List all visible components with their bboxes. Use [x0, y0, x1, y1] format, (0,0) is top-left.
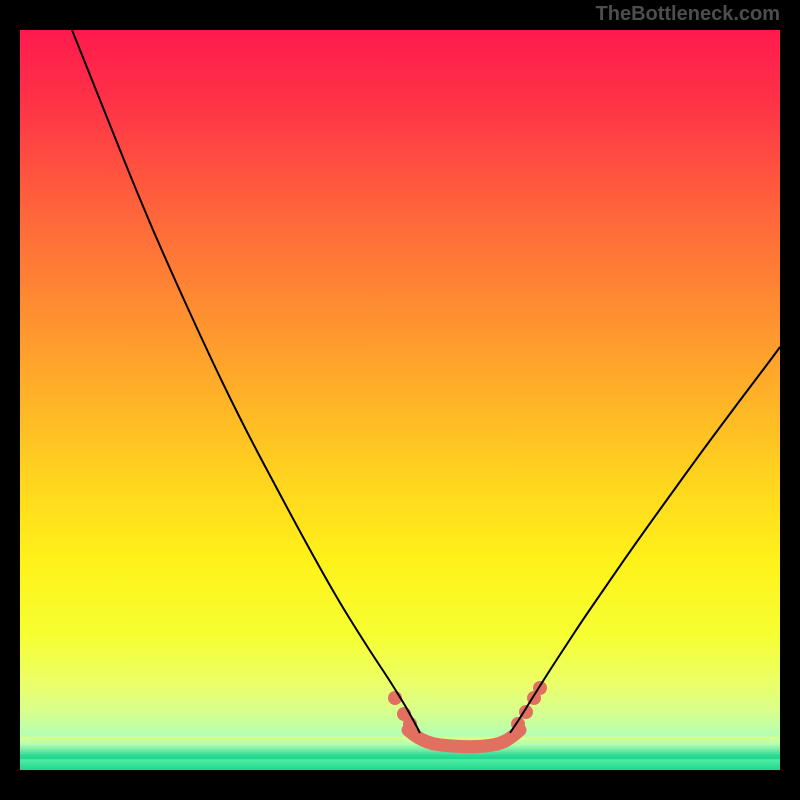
chart-frame: TheBottleneck.com: [0, 0, 800, 800]
green-band: [20, 757, 780, 760]
watermark-text: TheBottleneck.com: [596, 3, 780, 26]
gradient-background: [20, 30, 780, 770]
plot-area: [20, 30, 780, 770]
plot-svg: [20, 30, 780, 770]
